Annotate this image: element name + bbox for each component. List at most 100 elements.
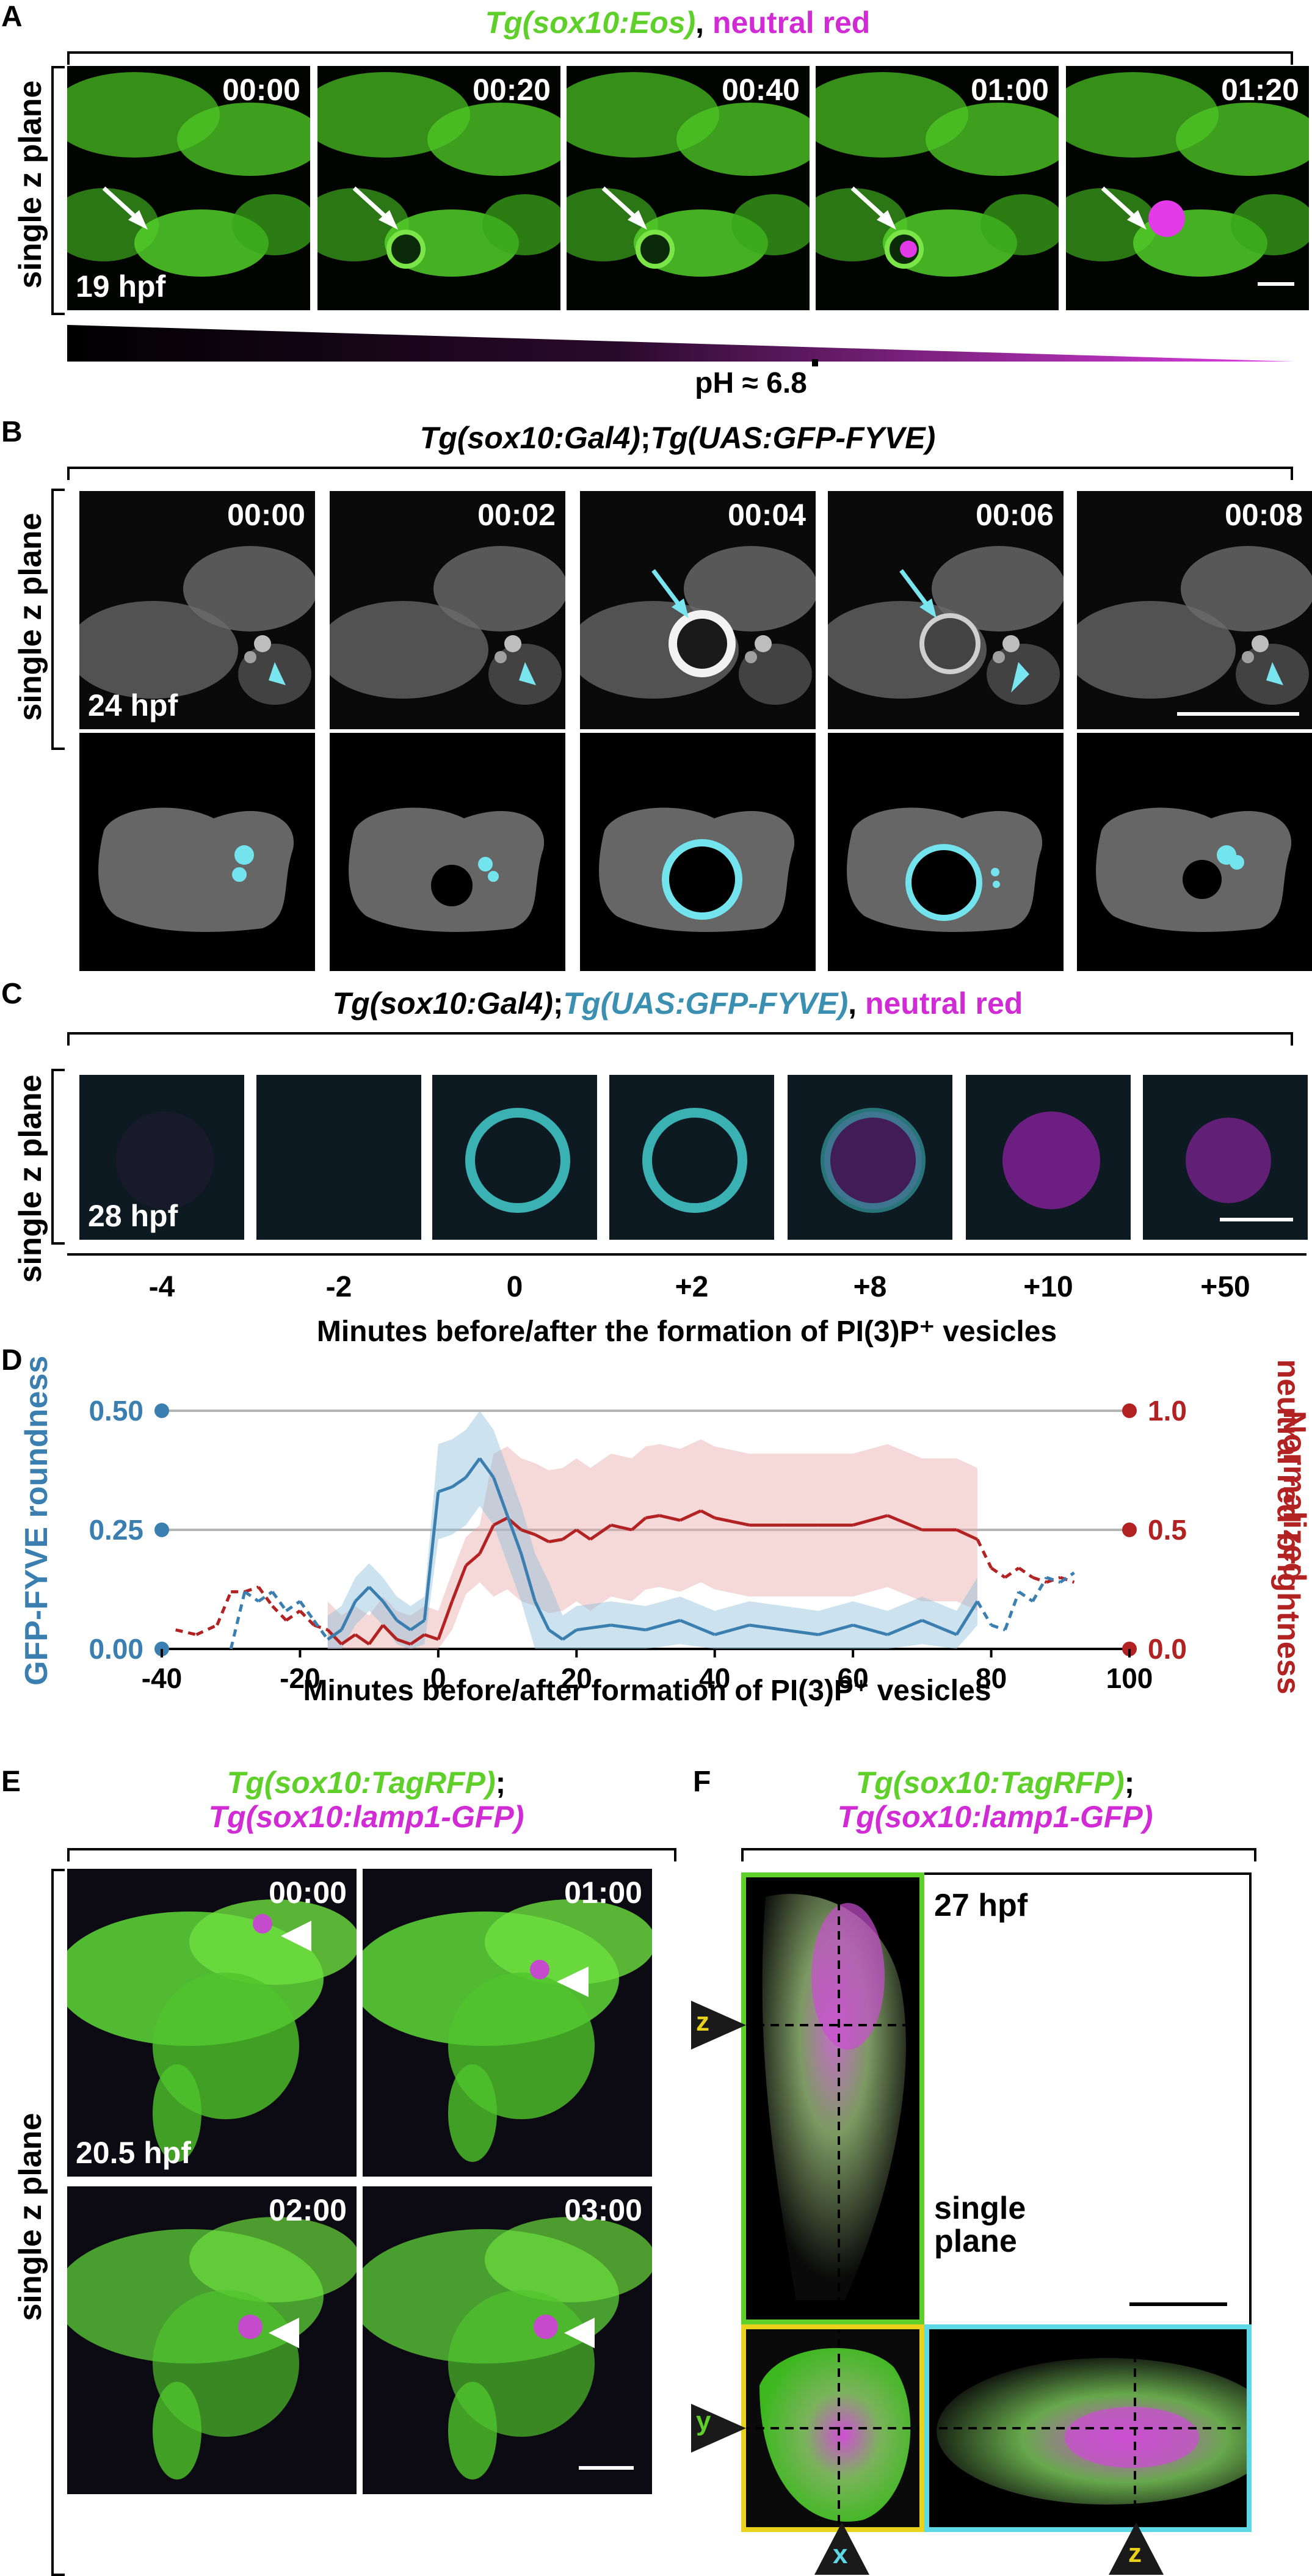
red-series-segment <box>424 1633 439 1641</box>
panel-e-image-0: 00:00 20.5 hpf <box>67 1869 357 2177</box>
red-series-segment <box>1032 1576 1047 1584</box>
marker-z-bottom <box>1109 2522 1164 2575</box>
panel-e-title-sep: ; <box>495 1766 506 1800</box>
red-series-segment <box>520 1528 536 1537</box>
marker-z-bottom-label: z <box>1128 2538 1142 2568</box>
blue-series-segment <box>451 1476 467 1488</box>
panel-a-title-dye: neutral red <box>712 5 871 40</box>
panel-d-chart: 0.50 0.25 0.00 1.0 0.5 0.0 -40 -20 0 20 40 60 80 100 <box>89 1395 1186 1694</box>
panel-e-side-bracket <box>51 1869 65 2576</box>
panel-e-title-line1: Tg(sox10:TagRFP); <box>61 1765 672 1800</box>
panel-a-timestamp: 01:00 <box>971 73 1049 107</box>
red-series-segment <box>631 1516 647 1531</box>
blue-series-segment <box>258 1590 274 1603</box>
red-series-segment <box>437 1601 454 1640</box>
panel-f-title-line2: Tg(sox10:lamp1-GFP) <box>837 1800 1153 1834</box>
panel-f-yz-view <box>924 2324 1252 2532</box>
panel-e-top-bracket <box>67 1848 676 1861</box>
panel-a-scale-bar <box>1258 282 1294 286</box>
red-series-segment <box>271 1605 288 1621</box>
red-series-segment <box>562 1528 578 1541</box>
red-series-segment <box>714 1516 750 1527</box>
blue-series-segment <box>611 1623 646 1632</box>
blue-series-segment <box>478 1457 495 1479</box>
panel-c-tick: -4 <box>148 1271 175 1303</box>
panel-a-image-0: 00:00 19 hpf <box>67 66 310 310</box>
panel-b-image-1: 00:02 <box>330 491 565 729</box>
panel-b-timestamp: 00:02 <box>477 498 556 532</box>
panel-c-title: Tg(sox10:Gal4);Tg(UAS:GFP-FYVE), neutral… <box>67 986 1288 1021</box>
panel-c-title-part2: Tg(UAS:GFP-FYVE) <box>563 986 849 1021</box>
panel-c-image-1 <box>256 1075 421 1240</box>
blue-series-segment <box>645 1618 681 1632</box>
panel-d-right-axis-label-2: neutral red brightness <box>1270 1359 1306 1695</box>
panel-e-image-1: 01:00 <box>363 1869 652 2177</box>
panel-b-cartoon-3 <box>828 733 1064 971</box>
panel-c-title-sep2: , <box>848 986 865 1021</box>
blue-series-segment <box>714 1623 750 1637</box>
blue-series-segment <box>354 1585 371 1603</box>
blue-series-segment <box>1059 1571 1075 1584</box>
panel-c-scale-bar <box>1220 1218 1293 1221</box>
red-series-segment <box>354 1633 371 1646</box>
panel-b-timestamp: 00:00 <box>227 498 305 532</box>
blue-series-segment <box>817 1623 854 1637</box>
x-tick-label: 0 <box>430 1662 446 1694</box>
blue-series-segment <box>382 1600 398 1621</box>
panel-b-image-3: 00:06 <box>828 491 1064 729</box>
red-series-segment <box>216 1591 233 1626</box>
blue-series-segment <box>680 1618 716 1636</box>
blue-series-segment <box>562 1628 578 1641</box>
x-tick-label: 60 <box>838 1662 869 1694</box>
red-series-segment <box>313 1623 328 1632</box>
panel-b-timestamp: 00:08 <box>1225 498 1303 532</box>
blue-series-segment <box>576 1623 612 1632</box>
panel-b-title: Tg(sox10:Gal4);Tg(UAS:GFP-FYVE) <box>67 420 1288 456</box>
panel-a-letter: A <box>1 1 23 33</box>
blue-series-segment <box>410 1619 426 1631</box>
panel-c-xlabel: Minutes before/after the formation of PI… <box>316 1315 1057 1348</box>
panel-c-axis-line <box>67 1253 1307 1256</box>
panel-c-image-4 <box>788 1075 952 1240</box>
blue-series-segment <box>886 1618 923 1636</box>
panel-f-letter: F <box>693 1766 711 1798</box>
panel-f-top-bracket <box>741 1848 1256 1861</box>
panel-a-image-4: 01:20 <box>1066 66 1309 310</box>
blue-series-segment <box>285 1599 301 1612</box>
red-series-segment <box>589 1524 612 1541</box>
red-series-segment <box>478 1524 495 1555</box>
panel-a-title-sep: , <box>695 5 712 40</box>
blue-series-segment <box>1018 1590 1034 1603</box>
panel-a-top-bracket <box>67 51 1293 65</box>
panel-c-side-bracket <box>51 1069 65 1245</box>
panel-f-scale-bar <box>1129 2302 1227 2306</box>
panel-e-title-line2: Tg(sox10:lamp1-GFP) <box>208 1800 524 1834</box>
red-series-segment <box>175 1628 197 1637</box>
red-series-segment <box>852 1514 888 1527</box>
panel-b-side-label: single z plane <box>13 512 48 721</box>
panel-c-tick: +50 <box>1200 1271 1250 1303</box>
panel-b-title-sep: ; <box>640 421 651 455</box>
blue-series-segment <box>1003 1591 1021 1631</box>
panel-f-xz-view <box>741 1872 924 2324</box>
red-series-segment <box>465 1552 481 1567</box>
red-series-segment <box>257 1586 274 1607</box>
red-series-segment <box>451 1565 468 1602</box>
panel-c-tick: -2 <box>325 1271 352 1303</box>
panel-b-letter: B <box>1 416 23 448</box>
ph-label: pH ≈ 6.8 <box>695 367 807 399</box>
panel-c-image-0: 28 hpf <box>79 1075 244 1240</box>
red-series-segment <box>1004 1566 1020 1579</box>
panel-d-letter: D <box>1 1344 23 1377</box>
red-series-segment <box>1018 1566 1034 1579</box>
panel-e-timestamp: 02:00 <box>269 2193 347 2227</box>
red-series-segment <box>368 1624 385 1645</box>
blue-series-segment <box>368 1585 385 1603</box>
panel-b-image-4: 00:08 <box>1077 491 1312 729</box>
red-series-segment <box>976 1538 993 1569</box>
red-series-segment <box>299 1609 315 1626</box>
red-series-segment <box>326 1629 343 1645</box>
panel-d-xlabel: Minutes before/after formation of PI(3)P… <box>303 1675 991 1707</box>
panel-c-letter: C <box>1 978 23 1010</box>
panel-b-cartoon-1 <box>330 733 565 971</box>
